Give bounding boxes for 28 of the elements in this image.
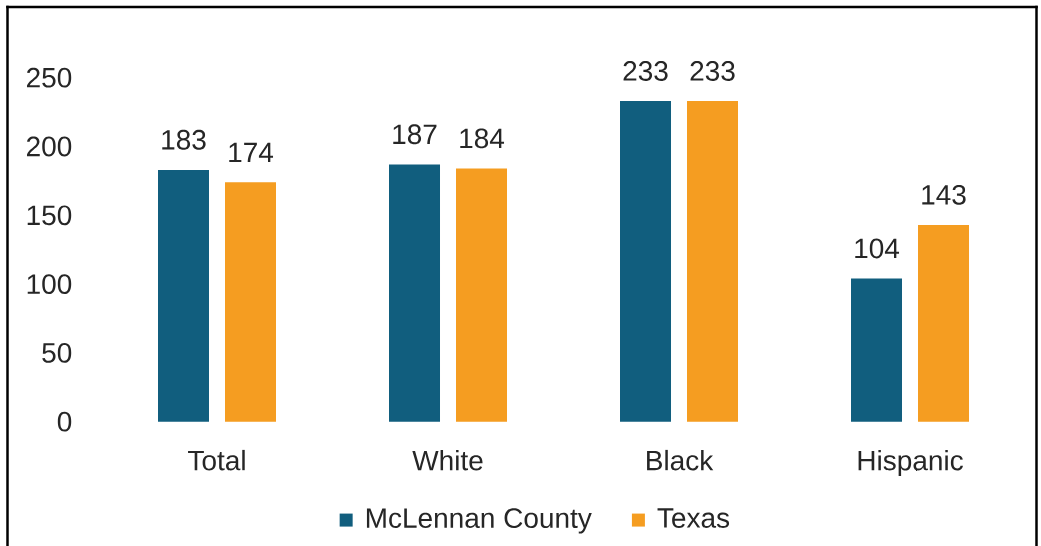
y-tick-label: 200 (26, 136, 72, 157)
bar (225, 182, 276, 422)
data-label: 183 (162, 129, 206, 150)
bar (456, 168, 507, 422)
legend-label: Texas (657, 508, 730, 528)
data-label: 233 (690, 61, 735, 81)
x-tick-label: Hispanic (858, 449, 963, 476)
data-label: 104 (855, 238, 900, 259)
bar (158, 169, 209, 422)
data-label: 184 (460, 128, 505, 149)
data-label: 187 (393, 124, 437, 145)
bar (687, 101, 738, 422)
y-tick-label: 0 (57, 411, 72, 432)
y-tick-label: 100 (27, 274, 72, 295)
x-tick-label: Black (647, 449, 714, 471)
bar (620, 101, 671, 422)
data-label: 143 (922, 184, 966, 205)
x-tick-label: Total (188, 449, 245, 471)
y-tick-label: 250 (26, 67, 72, 88)
y-tick-label: 50 (42, 342, 72, 363)
x-tick-label: White (412, 449, 483, 471)
legend-label: McLennan County (366, 508, 592, 534)
data-label: 233 (623, 61, 668, 81)
data-label: 174 (229, 142, 274, 163)
bar (918, 224, 970, 422)
y-tick-label: 150 (27, 205, 72, 226)
bar (851, 278, 902, 422)
bar (389, 164, 440, 422)
